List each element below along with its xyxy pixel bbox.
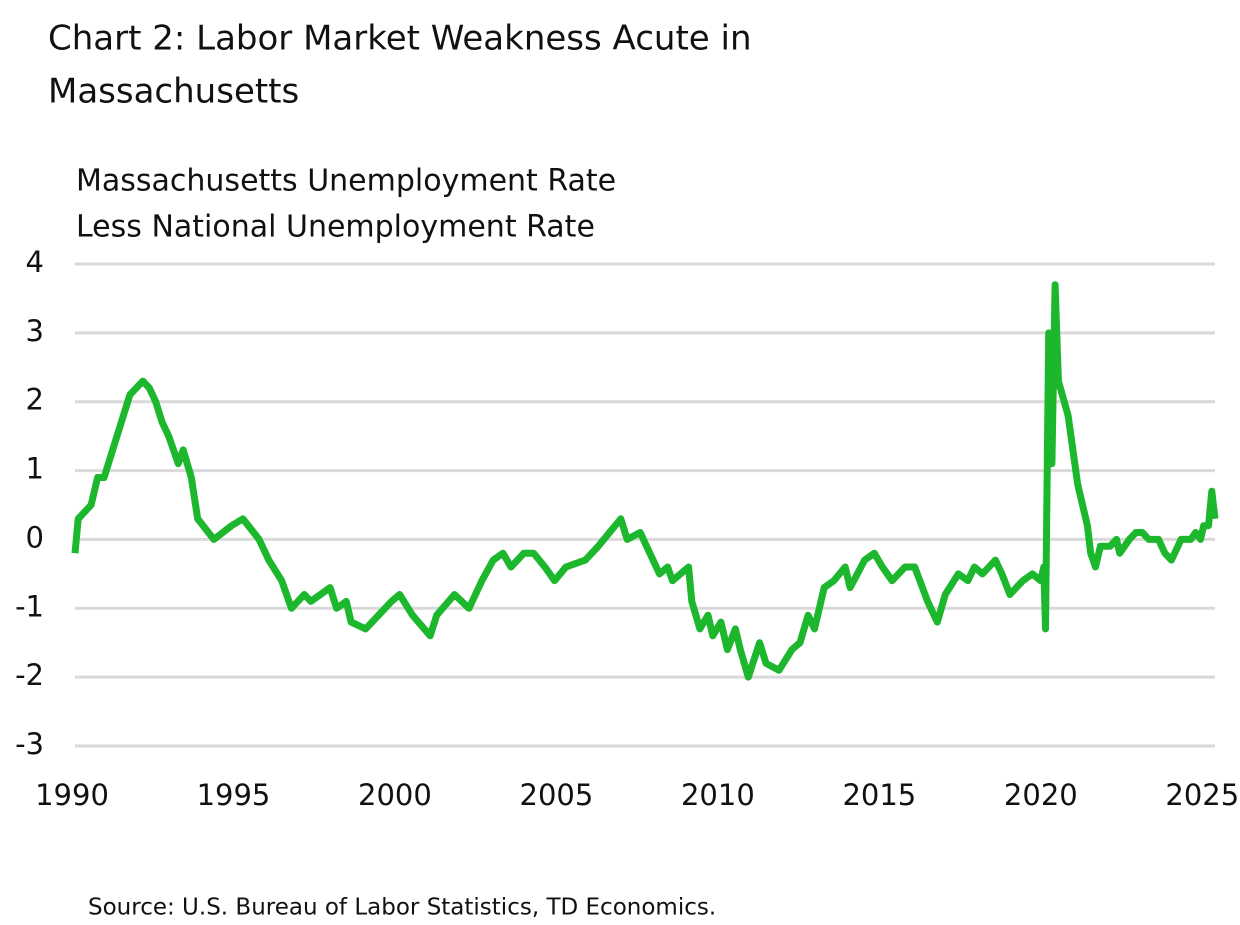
x-tick-label: 2010 (681, 778, 755, 812)
chart-title: Chart 2: Labor Market Weakness Acute in (48, 19, 752, 59)
y-tick-label: 2 (26, 383, 44, 417)
x-tick-label: 1990 (35, 778, 109, 812)
y-tick-label: 0 (26, 520, 44, 554)
x-tick-label: 1995 (197, 778, 271, 812)
source-note: Source: U.S. Bureau of Labor Statistics,… (88, 895, 716, 921)
chart-subtitle: Less National Unemployment Rate (76, 210, 595, 245)
chart-subtitle: Massachusetts Unemployment Rate (76, 164, 616, 199)
y-tick-label: 4 (26, 245, 44, 279)
x-tick-label: 2020 (1004, 778, 1078, 812)
y-tick-label: 1 (26, 452, 44, 486)
data-line (71, 281, 1219, 681)
x-tick-label: 2025 (1165, 778, 1239, 812)
y-tick-label: 3 (26, 314, 44, 348)
y-tick-label: -3 (15, 727, 44, 761)
x-tick-label: 2005 (520, 778, 594, 812)
x-tick-label: 2015 (842, 778, 916, 812)
y-tick-label: -1 (15, 589, 44, 623)
y-tick-label: -2 (15, 658, 44, 692)
chart-title: Massachusetts (48, 72, 299, 112)
x-tick-label: 2000 (358, 778, 432, 812)
